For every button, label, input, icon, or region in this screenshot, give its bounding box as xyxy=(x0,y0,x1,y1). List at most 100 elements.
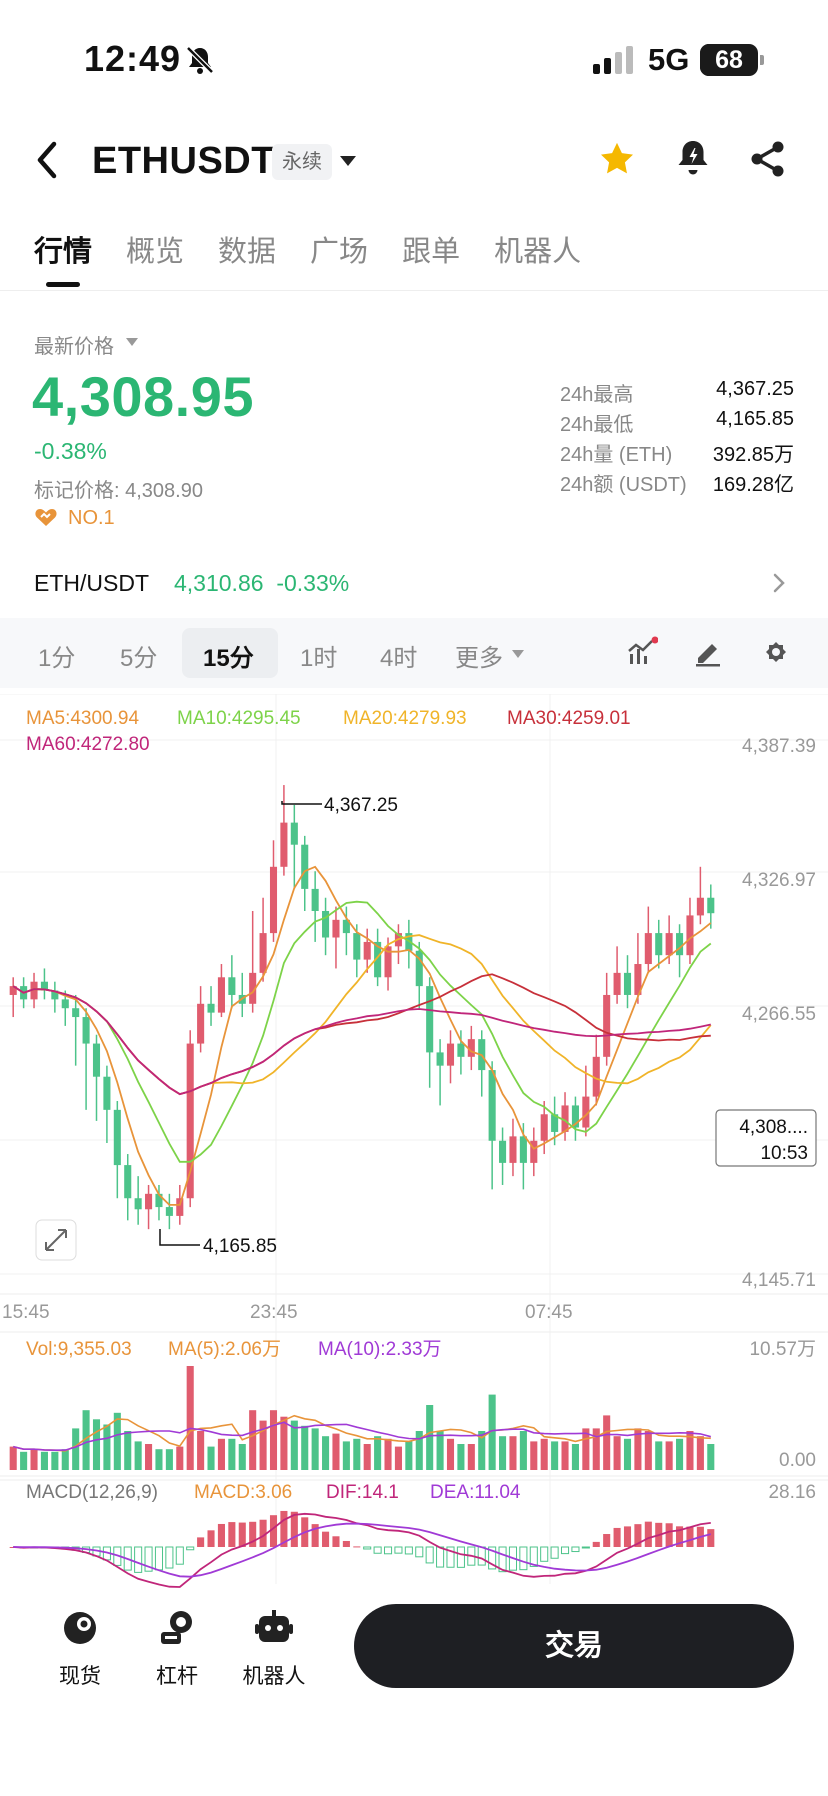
tab-bots[interactable]: 机器人 xyxy=(494,234,582,268)
candle-body xyxy=(61,999,69,1009)
stat-value-turnover: 169.28亿 xyxy=(712,474,794,496)
macd-histogram-bar xyxy=(332,1536,340,1547)
battery-level: 68 xyxy=(715,46,743,74)
y-tick-2: 4,326.97 xyxy=(742,870,816,891)
tab-data[interactable]: 数据 xyxy=(218,234,277,268)
low-marker-label: 4,165.85 xyxy=(203,1236,277,1257)
candle-body xyxy=(259,933,267,973)
cellular-signal-icon xyxy=(593,46,633,74)
nav-spot[interactable]: 现货 xyxy=(40,1608,120,1690)
macd-histogram-bar xyxy=(415,1546,424,1558)
expand-chart-icon[interactable] xyxy=(35,1219,77,1261)
macd-histogram-bar xyxy=(186,1546,195,1551)
candle-body xyxy=(40,981,48,991)
tab-market[interactable]: 行情 xyxy=(34,234,93,268)
volume-bar xyxy=(478,1431,486,1470)
volume-bar xyxy=(51,1451,59,1470)
volume-bar xyxy=(613,1436,621,1470)
timeframe-1m[interactable]: 1分 xyxy=(38,645,76,672)
volume-ma5-label: MA(5):2.06万 xyxy=(168,1339,281,1360)
timeframe-more[interactable]: 更多 xyxy=(455,645,503,672)
nav-robot-label: 机器人 xyxy=(242,1665,306,1688)
timeframe-15m[interactable]: 15分 xyxy=(203,645,254,672)
more-caret-icon[interactable] xyxy=(512,650,524,658)
timeframe-5m[interactable]: 5分 xyxy=(120,645,158,672)
timeframe-4h[interactable]: 4时 xyxy=(380,645,418,672)
candle-body xyxy=(488,1070,496,1141)
macd-histogram-bar xyxy=(613,1527,621,1547)
dea-value-label: DEA:11.04 xyxy=(430,1482,521,1503)
nav-margin-label: 杠杆 xyxy=(156,1665,198,1688)
tab-overview[interactable]: 概览 xyxy=(126,234,185,268)
symbol-title[interactable]: ETHUSDT xyxy=(92,140,275,182)
indicators-icon[interactable] xyxy=(626,636,658,668)
candle-body xyxy=(228,977,236,995)
trade-button[interactable]: 交易 xyxy=(354,1604,794,1688)
candle-body xyxy=(644,933,652,965)
candle-body xyxy=(51,990,59,1000)
candle-body xyxy=(363,941,371,960)
tab-square[interactable]: 广场 xyxy=(310,234,369,268)
last-price-label[interactable]: 最新价格 xyxy=(34,336,114,358)
volume-bar xyxy=(582,1428,590,1470)
volume-bar xyxy=(61,1449,69,1470)
price-type-caret-icon[interactable] xyxy=(126,338,138,346)
battery-icon: 68 xyxy=(700,44,764,76)
tab-copy-trading[interactable]: 跟单 xyxy=(402,234,461,268)
spot-price-value: 4,310.86 xyxy=(174,570,264,596)
candle-body xyxy=(374,941,382,978)
volume-bar xyxy=(707,1444,715,1470)
macd-histogram-bar xyxy=(394,1546,403,1554)
volume-bar xyxy=(134,1441,142,1470)
volume-bar xyxy=(280,1416,288,1470)
candle-body xyxy=(509,1136,517,1163)
rank-label[interactable]: NO.1 xyxy=(68,507,115,529)
legend-ma60: MA60:4272.80 xyxy=(26,734,150,755)
price-alert-bell-icon[interactable] xyxy=(675,138,711,178)
contract-type-badge[interactable]: 永续 xyxy=(272,144,332,180)
volume-bar xyxy=(394,1446,402,1470)
candle-body xyxy=(426,986,434,1053)
candle-body xyxy=(207,1003,215,1013)
macd-histogram-bar xyxy=(634,1524,642,1547)
favorite-star-icon[interactable] xyxy=(598,140,636,178)
candle-body xyxy=(530,1140,538,1163)
volume-bar xyxy=(592,1428,600,1470)
nav-margin[interactable]: 杠杆 xyxy=(137,1608,217,1690)
nav-robot[interactable]: 机器人 xyxy=(234,1608,314,1690)
kline-chart[interactable]: MA5:4300.94 MA10:4295.45 MA20:4279.93 MA… xyxy=(0,694,828,1590)
spot-pair-price[interactable]: 4,310.86 -0.33% xyxy=(174,570,349,597)
stat-value-volume: 392.85万 xyxy=(712,444,794,466)
chevron-right-icon[interactable] xyxy=(772,572,786,594)
timeframe-1h[interactable]: 1时 xyxy=(300,645,338,672)
margin-icon xyxy=(161,1611,192,1644)
nav-spot-label: 现货 xyxy=(59,1665,101,1688)
spot-pair-name[interactable]: ETH/USDT xyxy=(34,570,149,596)
candle-body xyxy=(603,994,611,1057)
share-icon[interactable] xyxy=(749,140,787,178)
volume-bar xyxy=(571,1444,579,1470)
current-price-tag-value: 4,308.... xyxy=(739,1117,808,1138)
macd-histogram-bar xyxy=(373,1546,382,1554)
volume-bar xyxy=(644,1431,652,1470)
draw-pencil-icon[interactable] xyxy=(692,636,724,668)
candle-body xyxy=(30,981,38,1000)
candle-body xyxy=(707,897,715,914)
volume-bar xyxy=(603,1415,611,1470)
low-marker-line xyxy=(159,1229,200,1246)
volume-bar xyxy=(696,1436,704,1470)
volume-ma10-line xyxy=(13,1421,712,1452)
macd-histogram-bar xyxy=(571,1546,580,1553)
candle-body xyxy=(540,1114,548,1141)
macd-histogram-bar xyxy=(144,1546,153,1572)
candle-body xyxy=(384,946,392,978)
symbol-dropdown-caret-icon[interactable] xyxy=(340,156,356,166)
macd-histogram-bar xyxy=(550,1546,559,1559)
candle-body xyxy=(561,1105,569,1132)
candle-body xyxy=(249,972,257,1004)
macd-params-label: MACD(12,26,9) xyxy=(26,1482,158,1503)
volume-bar xyxy=(384,1438,392,1470)
chart-settings-gear-icon[interactable] xyxy=(760,636,792,668)
macd-histogram-bar xyxy=(228,1522,236,1547)
back-arrow-icon[interactable] xyxy=(32,138,62,182)
